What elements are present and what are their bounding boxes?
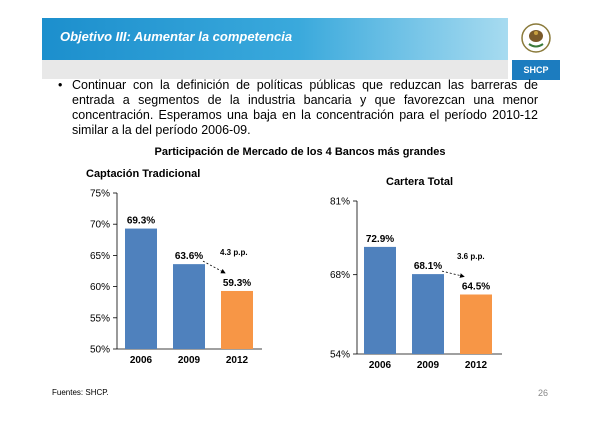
eagle-seal-icon <box>521 23 551 53</box>
y-tick-label: 75% <box>90 189 110 200</box>
x-tick-label: 2012 <box>465 360 488 371</box>
header-subband <box>42 60 508 79</box>
data-label: 64.5% <box>462 282 490 293</box>
x-tick-label: 2006 <box>369 360 392 371</box>
x-tick-label: 2006 <box>130 355 153 366</box>
data-label: 69.3% <box>127 216 155 227</box>
source-note: Fuentes: SHCP. <box>52 388 109 397</box>
agency-label: SHCP <box>512 60 560 80</box>
paragraph-text: Continuar con la definición de políticas… <box>72 78 538 137</box>
x-tick-label: 2012 <box>226 355 249 366</box>
data-label: 59.3% <box>223 278 251 289</box>
shcp-logo: SHCP <box>512 18 560 80</box>
figure-title: Participación de Mercado de los 4 Bancos… <box>154 146 446 158</box>
header-banner: Objetivo III: Aumentar la competencia <box>42 18 508 60</box>
y-tick-label: 68% <box>330 270 350 281</box>
bullet-icon: • <box>58 78 63 92</box>
data-label: 72.9% <box>366 234 394 245</box>
change-annotation: 3.6 p.p. <box>457 252 485 261</box>
bar-2006 <box>364 246 396 354</box>
y-tick-label: 54% <box>330 350 350 361</box>
bar-2012 <box>460 294 492 354</box>
page-number: 26 <box>538 388 549 398</box>
y-tick-label: 50% <box>90 345 110 356</box>
chart-title-captacion: Captación Tradicional <box>86 168 201 180</box>
change-annotation: 4.3 p.p. <box>220 248 248 257</box>
bar-2009 <box>173 264 205 349</box>
x-tick-label: 2009 <box>417 360 440 371</box>
y-tick-label: 70% <box>90 220 110 231</box>
chart-title-cartera: Cartera Total <box>386 176 454 188</box>
y-tick-label: 55% <box>90 313 110 324</box>
y-tick-label: 81% <box>330 197 350 208</box>
data-label: 63.6% <box>175 251 203 262</box>
bar-2012 <box>221 290 253 349</box>
bar-2006 <box>125 228 157 349</box>
y-tick-label: 60% <box>90 282 110 293</box>
x-tick-label: 2009 <box>178 355 201 366</box>
y-tick-label: 65% <box>90 251 110 262</box>
bar-2009 <box>412 274 444 354</box>
change-arrow <box>441 270 465 278</box>
bullet-paragraph: • Continuar con la definición de polític… <box>58 78 538 138</box>
data-label: 68.1% <box>414 261 442 272</box>
slide-title: Objetivo III: Aumentar la competencia <box>60 29 293 44</box>
change-arrow <box>202 260 226 274</box>
